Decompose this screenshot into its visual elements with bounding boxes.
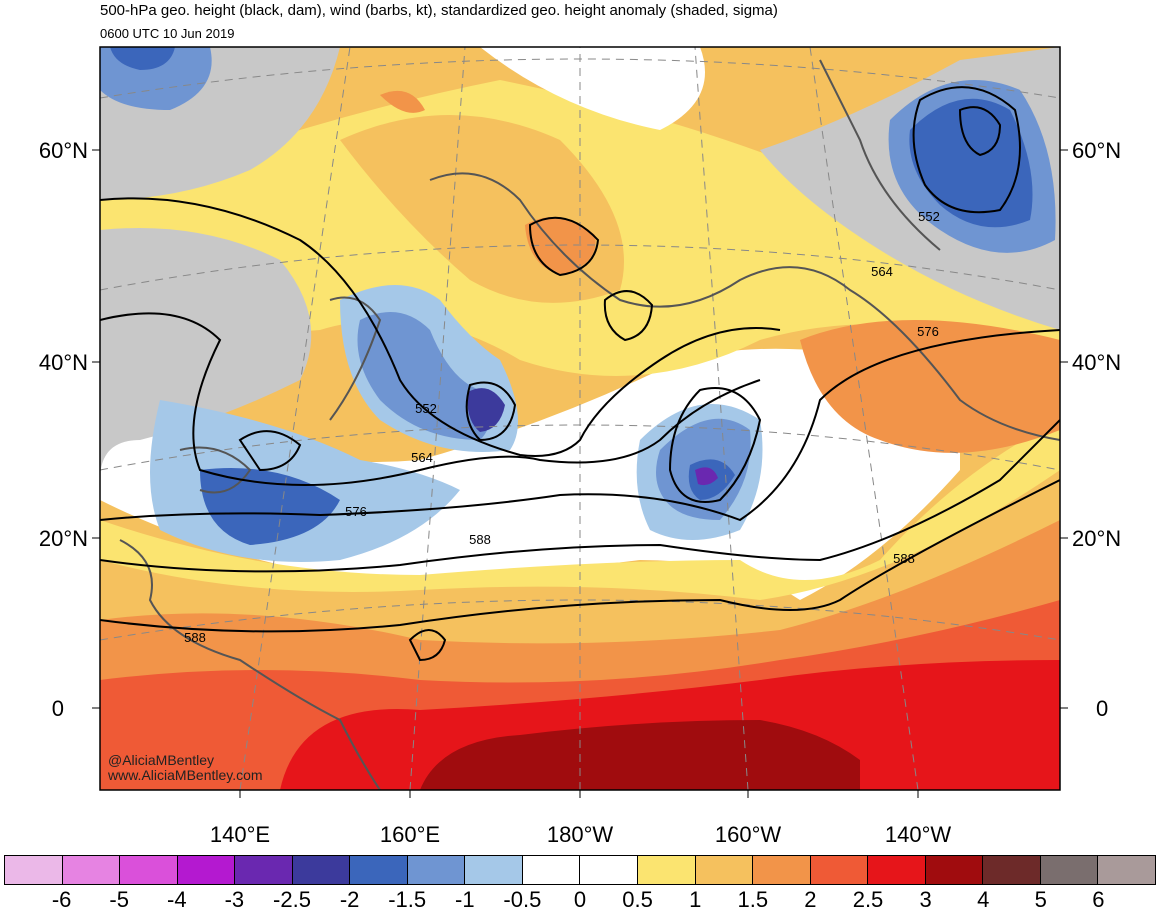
lon-label-140e: 140°E — [210, 822, 270, 847]
contour-label: 552 — [918, 209, 940, 224]
height-contours — [100, 86, 1060, 662]
colorbar-label: -6 — [51, 887, 72, 912]
colorbar-swatch — [1098, 856, 1155, 884]
contour-label: 564 — [411, 450, 433, 465]
colorbar-label: 2.5 — [852, 887, 884, 912]
colorbar-swatch — [580, 856, 639, 884]
colorbar-label: -4 — [167, 887, 187, 912]
colorbar-swatch — [695, 856, 754, 884]
colorbar-swatch — [292, 856, 351, 884]
colorbar-swatch — [465, 856, 523, 884]
colorbar-label: 1 — [689, 887, 702, 912]
colorbar-label: 2 — [804, 887, 817, 912]
frame-ticks — [92, 149, 1068, 798]
contour-label: 588 — [469, 532, 491, 547]
colorbar-swatch — [120, 856, 178, 884]
lat-label-right-60: 60°N — [1072, 138, 1121, 163]
contour-label: 576 — [345, 504, 367, 519]
contour-label: 564 — [871, 264, 893, 279]
contour-label: 588 — [184, 630, 206, 645]
contour-label: 588 — [893, 551, 915, 566]
colorbar-label: -2.5 — [273, 887, 311, 912]
lat-label-right-0: 0 — [1096, 696, 1108, 721]
colorbar-swatch — [5, 856, 63, 884]
colorbar-label: -5 — [109, 887, 129, 912]
colorbar-swatch — [522, 856, 581, 884]
lat-label-right-20: 20°N — [1072, 526, 1121, 551]
lon-label-180w: 180°W — [547, 822, 614, 847]
colorbar-swatch — [350, 856, 408, 884]
colorbar-swatch — [638, 856, 696, 884]
colorbar-swatch — [753, 856, 811, 884]
colorbar-label: 0.5 — [622, 887, 653, 912]
colorbar-labels: -6 -5 -4 -3 -2.5 -2 -1.5 -1 -0.5 0 0.5 1 1.5 2 2.5 3 4 5 6 — [0, 885, 1160, 913]
lon-label-160e: 160°E — [380, 822, 440, 847]
credit-site: www.AliciaMBentley.com — [108, 767, 263, 783]
colorbar-label: 5 — [1034, 887, 1047, 912]
contour-label: 576 — [917, 324, 939, 339]
colorbar-label: 6 — [1092, 887, 1105, 912]
colorbar-swatch — [177, 856, 236, 884]
colorbar-label: -0.5 — [503, 887, 542, 912]
colorbar-swatch — [868, 856, 926, 884]
valid-time: 0600 UTC 10 Jun 2019 — [100, 26, 235, 41]
lat-label-left-20: 20°N — [39, 526, 88, 551]
colorbar-swatch — [62, 856, 121, 884]
colorbar-label: -1.5 — [388, 887, 427, 912]
colorbar-label: -3 — [224, 887, 245, 912]
map-title: 500-hPa geo. height (black, dam), wind (… — [100, 2, 778, 19]
credit-handle: @AliciaMBentley — [108, 752, 215, 768]
colorbar-label: 0 — [573, 887, 587, 912]
lon-label-160w: 160°W — [715, 822, 782, 847]
colorbar-swatch — [925, 856, 984, 884]
contour-label: 552 — [415, 401, 437, 416]
colorbar-label: 3 — [919, 887, 932, 912]
lat-label-left-60: 60°N — [39, 138, 88, 163]
lon-label-140w: 140°W — [885, 822, 952, 847]
lat-label-right-40: 40°N — [1072, 350, 1121, 375]
colorbar-label: -1 — [455, 887, 475, 912]
anomaly-colorbar — [4, 855, 1156, 885]
colorbar-label: 1.5 — [737, 887, 769, 912]
colorbar-swatch — [235, 856, 293, 884]
colorbar-swatch — [983, 856, 1041, 884]
colorbar-swatch — [407, 856, 466, 884]
colorbar-swatch — [810, 856, 869, 884]
graticule — [100, 47, 1060, 790]
lat-label-left-0: 0 — [52, 696, 64, 721]
lat-label-left-40: 40°N — [39, 350, 88, 375]
coastlines — [119, 59, 1060, 790]
contour-labels: 552 564 576 552 564 576 588 588 588 — [184, 209, 940, 645]
colorbar-label: 4 — [977, 887, 990, 912]
colorbar-swatch — [1040, 856, 1099, 884]
colorbar-label: -2 — [339, 887, 360, 912]
